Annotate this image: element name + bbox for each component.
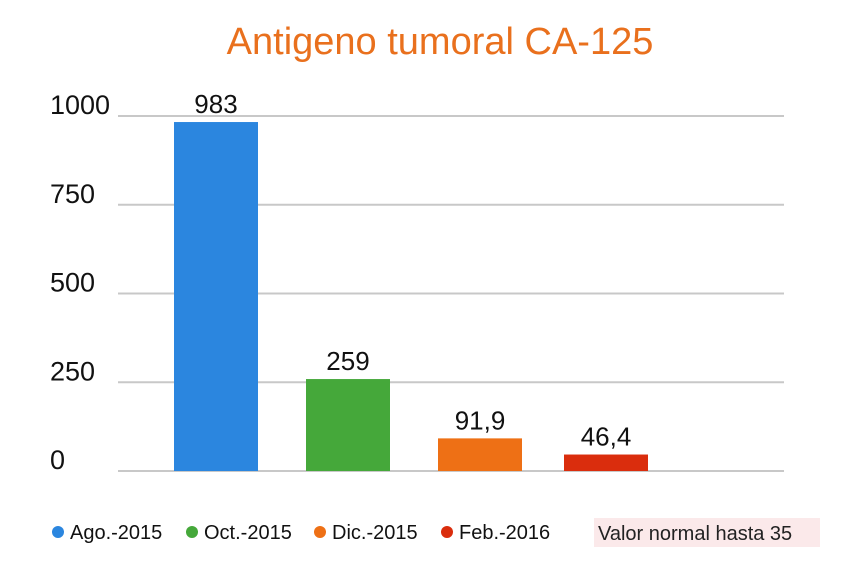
y-axis-ticks: 1000 750 500 250 0 bbox=[50, 90, 110, 475]
y-tick-label: 750 bbox=[50, 179, 95, 209]
bar-value-label: 259 bbox=[326, 346, 369, 376]
legend-marker bbox=[52, 526, 64, 538]
y-tick-label: 500 bbox=[50, 268, 95, 298]
data-labels: 983 259 91,9 46,4 bbox=[194, 89, 631, 451]
legend-marker bbox=[314, 526, 326, 538]
legend-item: Ago.-2015 bbox=[52, 522, 162, 544]
chart-title: Antigeno tumoral CA-125 bbox=[227, 21, 654, 63]
y-tick-label: 1000 bbox=[50, 90, 110, 120]
legend-item: Oct.-2015 bbox=[186, 522, 292, 544]
bar bbox=[306, 379, 390, 471]
legend: Ago.-2015 Oct.-2015 Dic.-2015 Feb.-2016 bbox=[52, 522, 550, 544]
legend-label: Ago.-2015 bbox=[70, 522, 162, 544]
legend-item: Dic.-2015 bbox=[314, 522, 418, 544]
y-tick-label: 0 bbox=[50, 445, 65, 475]
y-tick-label: 250 bbox=[50, 356, 95, 386]
legend-label: Dic.-2015 bbox=[332, 522, 418, 544]
legend-label: Feb.-2016 bbox=[459, 522, 550, 544]
legend-marker bbox=[441, 526, 453, 538]
bar-value-label: 46,4 bbox=[581, 422, 632, 452]
bar bbox=[438, 438, 522, 471]
bar-value-label: 91,9 bbox=[455, 405, 506, 435]
note-background bbox=[594, 518, 820, 547]
normal-value-note: Valor normal hasta 35 bbox=[594, 518, 820, 547]
bar bbox=[174, 122, 258, 471]
bar bbox=[564, 454, 648, 471]
note-text: Valor normal hasta 35 bbox=[598, 523, 792, 545]
legend-marker bbox=[186, 526, 198, 538]
legend-label: Oct.-2015 bbox=[204, 522, 292, 544]
bar-series bbox=[174, 122, 648, 471]
bar-value-label: 983 bbox=[194, 89, 237, 119]
legend-item: Feb.-2016 bbox=[441, 522, 550, 544]
